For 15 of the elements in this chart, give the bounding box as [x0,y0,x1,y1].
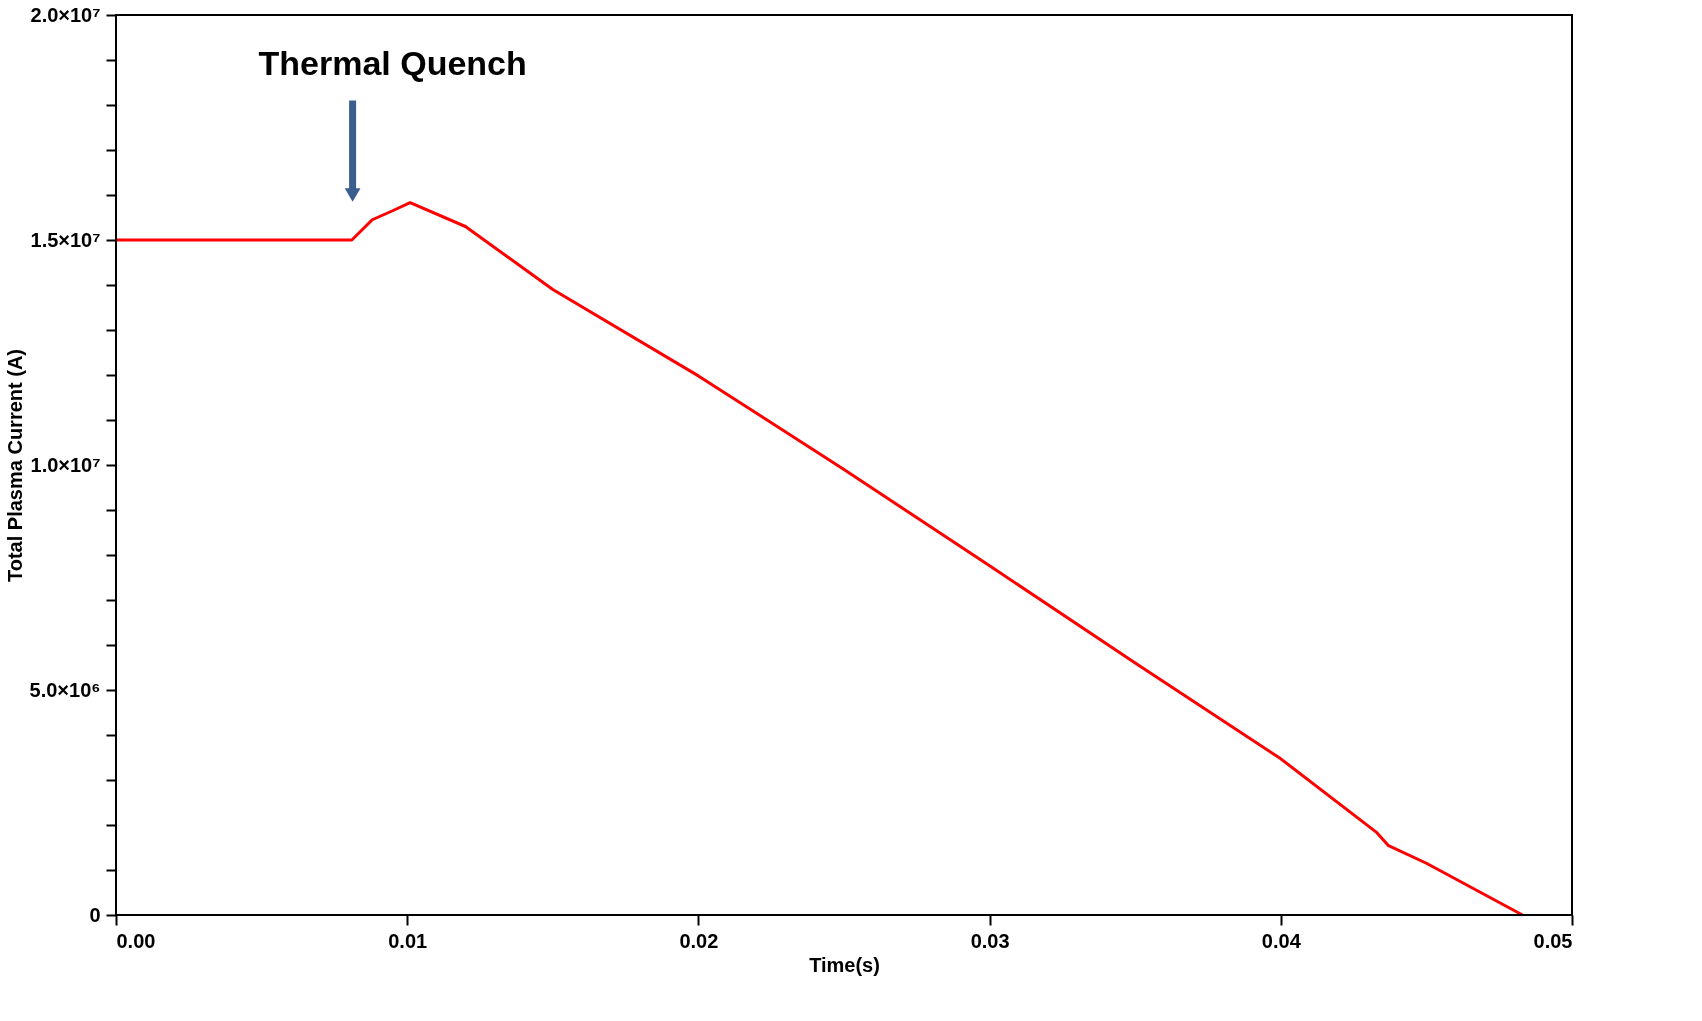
annotation: Thermal Quench [258,43,527,82]
x-tick-label: 0.02 [679,929,719,952]
y-axis-title: Total Plasma Current (A) [3,349,26,582]
y-tick-label: 2.0×10⁷ [30,3,101,26]
x-tick-label: 0.00 [116,929,156,952]
y-tick-label: 0 [89,903,101,926]
x-axis-title: Time(s) [809,953,880,976]
y-tick-label: 1.0×10⁷ [30,453,101,476]
y-tick-label: 1.5×10⁷ [30,228,101,251]
y-tick-label: 5.0×10⁶ [29,678,101,701]
x-tick-label: 0.05 [1533,929,1573,952]
x-tick-label: 0.03 [970,929,1010,952]
line-series [114,201,1524,917]
x-tick-label: 0.04 [1261,929,1302,952]
x-tick-label: 0.01 [388,929,428,952]
